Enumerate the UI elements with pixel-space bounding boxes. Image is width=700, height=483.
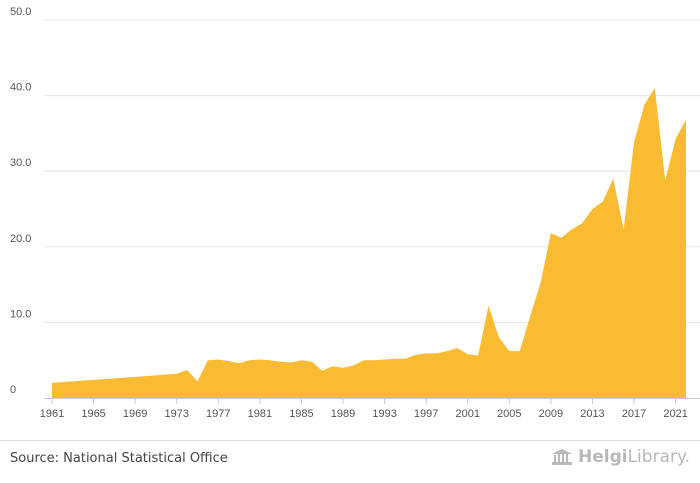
area-chart: 010.020.030.040.050.0 1961 1965 1969 1973 19… [10, 6, 700, 420]
x-tick-label: 2005 [497, 408, 521, 420]
footer-divider [0, 440, 700, 441]
source-text: Source: National Statistical Office [10, 451, 228, 466]
x-tick-label: 2001 [455, 408, 479, 420]
library-building-icon [551, 448, 573, 466]
series-area [52, 88, 686, 398]
brand-logo[interactable]: Helgi Library. [551, 447, 690, 467]
x-tick-label: 1961 [40, 408, 64, 420]
x-tick-label: 1985 [289, 408, 313, 420]
x-tick-label: 1977 [206, 408, 230, 420]
y-tick-label: 40.0 [10, 82, 31, 94]
x-tick-label: 2017 [622, 408, 646, 420]
x-axis-ticks [51, 398, 677, 404]
x-tick-label: 2009 [539, 408, 563, 420]
x-axis-labels: 1961 1965 1969 1973 1977 1981 1985 1989 1993 1997… [40, 408, 688, 420]
x-tick-label: 1969 [123, 408, 147, 420]
y-tick-label: 30.0 [10, 157, 31, 169]
x-tick-label: 1989 [331, 408, 355, 420]
x-tick-label: 2021 [663, 408, 687, 420]
x-tick-label: 1973 [164, 408, 188, 420]
x-tick-label: 2013 [580, 408, 604, 420]
y-tick-label: 0 [10, 384, 16, 396]
y-tick-label: 20.0 [10, 233, 31, 245]
x-tick-label: 1965 [81, 408, 105, 420]
x-tick-label: 1993 [372, 408, 396, 420]
y-axis-labels: 0 10.0 20.0 30.0 40.0 50.0 [10, 6, 31, 396]
x-tick-label: 1981 [248, 408, 272, 420]
brand-name-light: Library. [627, 447, 690, 467]
y-tick-label: 50.0 [10, 6, 31, 18]
x-tick-label: 1997 [414, 408, 438, 420]
y-tick-label: 10.0 [10, 308, 31, 320]
brand-name-bold: Helgi [577, 447, 628, 467]
